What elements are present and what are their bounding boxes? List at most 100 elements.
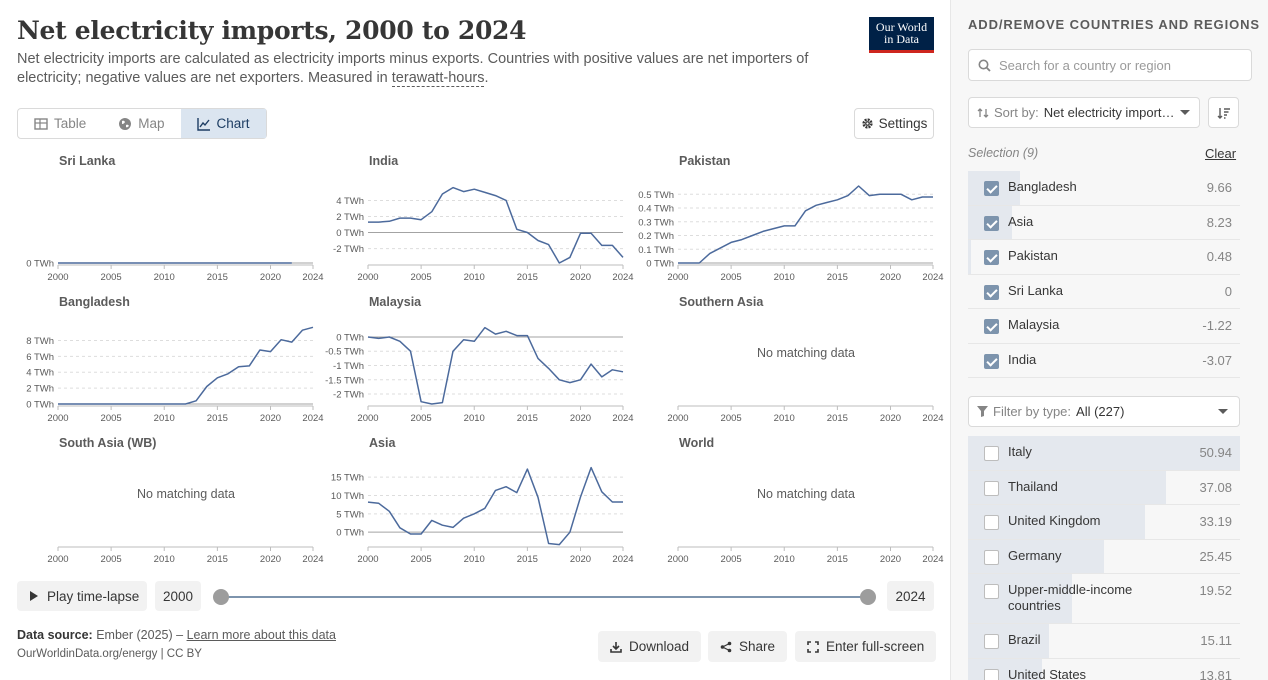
list-item[interactable]: Brazil 15.11 [968,624,1240,659]
chart-panel-3: Bangladesh 2000 2005 2010 2015 2020 2024 8 TWh 6… [26,295,323,424]
list-item[interactable]: Upper-middle-income countries 19.52 [968,574,1240,624]
x-tick-label: 2010 [154,554,175,565]
entity-value: 25.45 [1199,548,1232,564]
entity-name: Malaysia [1008,317,1060,332]
globe-icon [119,117,132,130]
value-bar [968,470,1166,504]
entity-name: Germany [1008,547,1062,563]
list-item[interactable]: Asia 8.23 [968,205,1240,240]
entity-value: 8.23 [1206,214,1232,230]
page-title: Net electricity imports, 2000 to 2024 [17,16,527,45]
list-item[interactable]: Germany 25.45 [968,539,1240,574]
checkbox[interactable] [984,515,999,530]
share-button[interactable]: Share [708,631,788,662]
x-tick-label: 2000 [667,413,688,424]
checkbox[interactable] [984,215,999,231]
tab-chart[interactable]: Chart [180,109,266,138]
checkbox[interactable] [984,181,999,196]
list-item[interactable]: Pakistan 0.48 [968,240,1240,275]
chart-title: India [369,154,399,168]
x-tick-label: 2020 [570,272,591,283]
slider-handle-start[interactable] [213,589,229,605]
checkbox[interactable] [984,584,999,599]
checkbox[interactable] [984,250,999,265]
owid-logo[interactable]: Our World in Data [869,17,934,53]
clear-selection-button[interactable]: Clear [1205,146,1237,161]
y-tick-label: 0.2 TWh [638,231,674,242]
filter-type-dropdown[interactable]: Filter by type: All (227) [968,396,1240,427]
no-data-label: No matching data [137,487,235,501]
y-tick-label: 4 TWh [26,368,54,379]
end-year[interactable]: 2024 [887,581,934,611]
chart-title: Malaysia [369,295,422,309]
play-timelapse-button[interactable]: Play time-lapse [17,581,147,611]
entity-value: 19.52 [1199,583,1232,598]
sort-value: Net electricity import… [1043,105,1175,120]
x-tick-label: 2005 [411,272,432,283]
y-tick-label: -1.5 TWh [325,375,364,386]
page-subtitle: Net electricity imports are calculated a… [17,50,857,88]
logo-line-2: in Data [884,32,919,46]
list-item[interactable]: Thailand 37.08 [968,470,1240,505]
start-year[interactable]: 2000 [155,581,201,611]
search-input[interactable]: Search for a country or region [968,49,1252,81]
line-chart-icon [196,117,210,131]
y-tick-label: 0.4 TWh [638,204,674,215]
checkbox[interactable] [984,480,999,496]
settings-button[interactable]: Settings [854,108,934,139]
list-item[interactable]: United Kingdom 33.19 [968,505,1240,540]
list-item[interactable]: Malaysia -1.22 [968,309,1240,344]
chart-panel-6: South Asia (WB) 2000 2005 2010 2015 2020 2024 N… [47,436,323,565]
x-tick-label: 2010 [154,413,175,424]
sort-order-button[interactable] [1208,97,1239,128]
checkbox[interactable] [984,353,999,369]
slider-handle-end[interactable] [860,589,876,605]
sidebar-heading: ADD/REMOVE COUNTRIES AND REGIONS [968,17,1260,32]
fullscreen-button[interactable]: Enter full-screen [795,631,937,662]
list-item[interactable]: Bangladesh 9.66 [968,171,1240,206]
x-tick-label: 2000 [667,272,688,283]
filter-value: All (227) [1076,404,1125,419]
entity-value: 33.19 [1199,514,1232,529]
download-button[interactable]: Download [598,631,702,662]
checkbox[interactable] [984,319,999,334]
x-tick-label: 2015 [827,554,848,565]
terawatt-hours-link[interactable]: terawatt-hours [391,70,485,87]
entity-name: Sri Lanka [1008,282,1063,298]
entity-name: Asia [1008,213,1034,229]
list-item[interactable]: India -3.07 [968,344,1240,378]
x-tick-label: 2005 [411,554,432,565]
source-text: Ember (2025) – [96,628,184,642]
x-tick-label: 2015 [517,272,538,283]
entity-selector-sidebar: ADD/REMOVE COUNTRIES AND REGIONS Search … [950,0,1268,680]
checkbox[interactable] [984,446,999,461]
checkbox[interactable] [984,634,999,649]
tab-table[interactable]: Table [18,109,102,138]
y-tick-label: 0.5 TWh [638,190,674,201]
x-tick-label: 2015 [207,554,228,565]
entity-value: 15.11 [1200,633,1232,648]
entity-name: United States [1008,666,1087,680]
chevron-down-icon [1218,409,1228,414]
y-tick-label: 15 TWh [331,473,364,484]
chart-title: South Asia (WB) [59,436,156,450]
list-item[interactable]: Sri Lanka 0 [968,275,1240,309]
tab-map[interactable]: Map [102,109,180,138]
checkbox[interactable] [984,668,999,680]
play-label: Play time-lapse [47,588,140,604]
timeline-slider[interactable] [221,596,868,598]
data-source: Data source: Ember (2025) – Learn more a… [17,628,336,642]
checkbox[interactable] [984,284,999,300]
x-tick-label: 2000 [47,554,68,565]
search-icon [978,59,991,72]
chart-title: Southern Asia [679,295,764,309]
list-item[interactable]: Italy 50.94 [968,436,1240,471]
chart-panel-0: Sri Lanka 2000 2005 2010 2015 2020 2024 0 TWh [26,154,323,283]
checkbox[interactable] [984,549,999,565]
sort-dropdown[interactable]: Sort by: Net electricity import… [968,97,1200,128]
no-data-label: No matching data [757,487,855,501]
learn-more-link[interactable]: Learn more about this data [186,628,336,642]
x-tick-label: 2015 [827,413,848,424]
source-label: Data source: [17,628,93,642]
list-item[interactable]: United States 13.81 [968,658,1240,680]
